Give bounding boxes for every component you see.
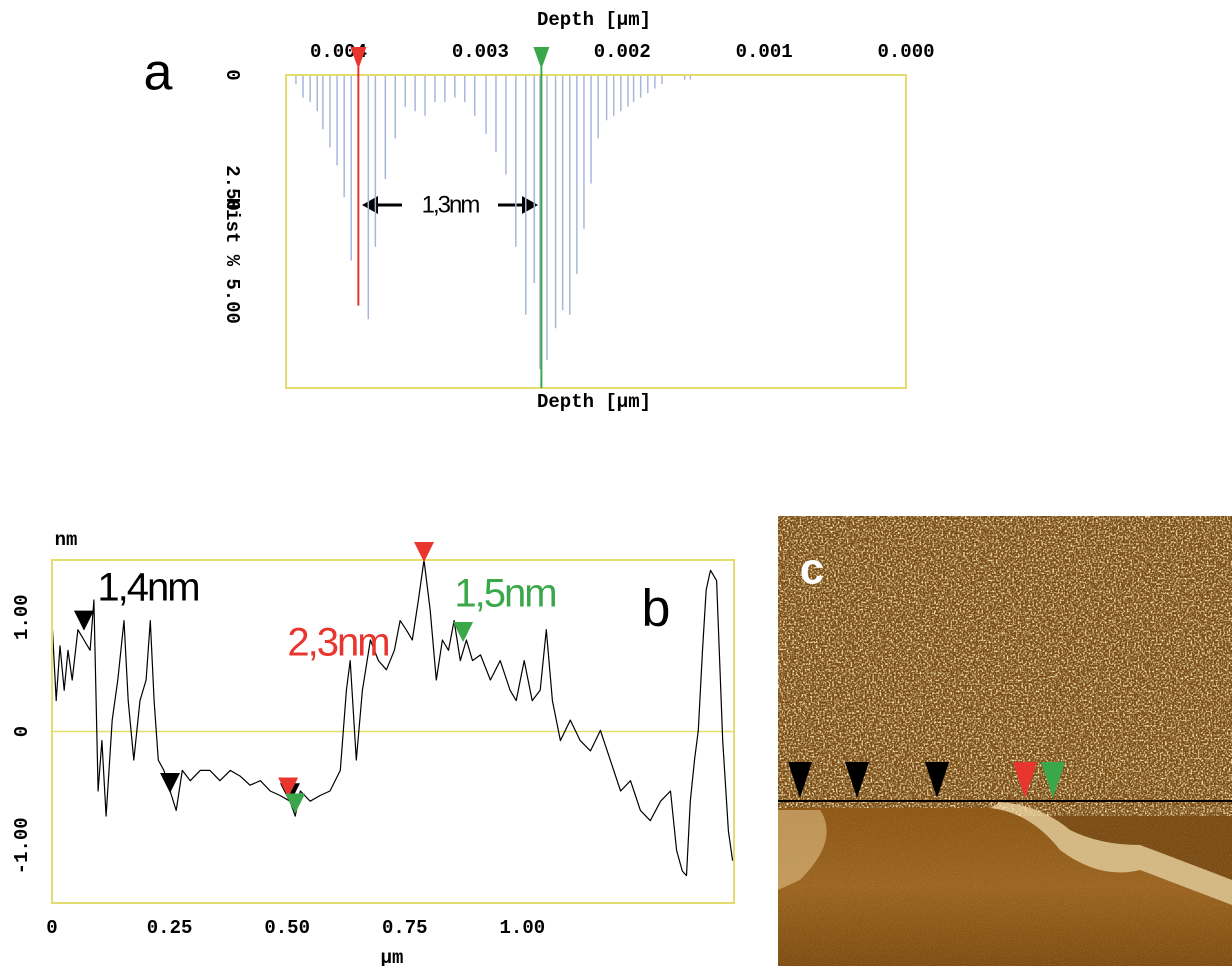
y-tick-label: -1.00 xyxy=(11,817,33,874)
chart-panel: 0 0.25 0.50 0.75 1.00 -1.00 0 1.00 nm µm b 1,4nm 2,3… xyxy=(11,529,735,966)
annotation: 1,5nm xyxy=(454,572,555,616)
arrow-head xyxy=(522,196,538,214)
afm-image: c xyxy=(778,516,1232,966)
panel-label: b xyxy=(642,580,671,638)
annotation: 2,3nm xyxy=(287,621,388,665)
cursor-marker xyxy=(73,610,94,631)
chart-panel: 0.004 0.003 0.002 0.001 0.000 0 2.50 5.00 Depth … xyxy=(144,9,935,413)
arrow-head xyxy=(362,196,378,214)
cursor-marker xyxy=(1013,762,1037,798)
cursor-marker xyxy=(285,793,306,814)
xlabel: Depth [µm] xyxy=(537,391,651,413)
ylabel: Hist % xyxy=(221,198,243,267)
image-texture xyxy=(778,808,1232,966)
cursor-marker xyxy=(845,762,869,798)
x-tick-label: 0.25 xyxy=(147,917,193,939)
x-tick-label: 0.001 xyxy=(736,41,793,63)
cursor-marker xyxy=(278,777,299,798)
y-tick-label: 2.50 xyxy=(221,165,243,211)
x-tick-label: 0.50 xyxy=(264,917,310,939)
xlabel: µm xyxy=(381,947,404,966)
y-tick-label: 0 xyxy=(11,726,33,737)
x-tick-label: 1.00 xyxy=(500,917,546,939)
xlabel-top: Depth [µm] xyxy=(537,9,651,31)
cursor-marker xyxy=(453,622,474,643)
cursor-marker xyxy=(925,762,949,798)
cursor-marker xyxy=(533,47,550,69)
cursor-marker xyxy=(1041,762,1065,798)
image-texture xyxy=(778,516,1232,816)
x-tick-label: 0.004 xyxy=(310,41,367,63)
panel-label: a xyxy=(144,44,173,102)
cursor-marker xyxy=(414,542,435,562)
x-tick-label: 0.000 xyxy=(877,41,934,63)
ylabel: nm xyxy=(55,529,78,551)
x-tick-label: 0.002 xyxy=(594,41,651,63)
annotation: 1,4nm xyxy=(97,566,198,610)
plot-frame xyxy=(285,74,907,389)
x-tick-label: 0.003 xyxy=(452,41,509,63)
x-tick-label: 0 xyxy=(46,917,57,939)
cursor-marker xyxy=(160,772,181,793)
cursor-marker xyxy=(350,47,367,69)
x-tick-label: 0.75 xyxy=(382,917,428,939)
y-tick-label: 1.00 xyxy=(11,594,33,640)
y-tick-label: 0 xyxy=(221,69,243,80)
y-tick-label: 5.00 xyxy=(221,278,243,324)
annotation: 1,3nm xyxy=(422,191,480,218)
profile-line xyxy=(51,559,734,877)
plot-frame xyxy=(51,559,735,904)
cursor-marker xyxy=(788,762,812,798)
panel-label: c xyxy=(800,545,824,594)
